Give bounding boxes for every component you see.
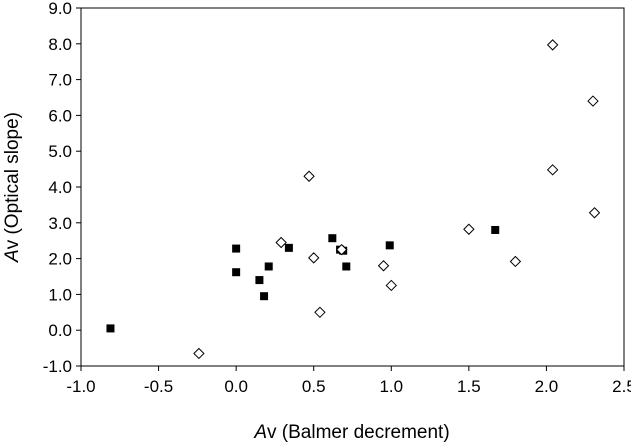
data-point-filled-square [106, 324, 115, 333]
data-point-open-diamond [587, 95, 599, 107]
x-tick-label: 0.0 [224, 377, 248, 396]
y-tick-label: 4.0 [48, 178, 72, 197]
y-tick-label: 9.0 [48, 0, 72, 18]
data-point-open-diamond [193, 347, 205, 360]
data-point-open-diamond [588, 207, 601, 219]
data-point-open-diamond [308, 252, 320, 264]
data-point-filled-square [264, 262, 273, 271]
y-tick-label: 0.0 [48, 321, 72, 340]
data-point-open-diamond [303, 170, 315, 182]
x-tick-label: 2.0 [535, 377, 559, 396]
data-point-filled-square [255, 276, 264, 285]
plot-area [80, 7, 625, 367]
y-tick-label: 5.0 [48, 142, 72, 161]
y-tick-label: 3.0 [48, 214, 72, 233]
data-points [106, 39, 601, 360]
data-point-filled-square [385, 241, 394, 250]
x-axis-label: Av (Balmer decrement) [253, 422, 449, 443]
data-point-filled-square [260, 292, 269, 301]
data-point-open-diamond [377, 260, 390, 272]
y-axis-label: Av (Optical slope) [2, 112, 23, 263]
data-point-open-diamond [385, 279, 397, 292]
y-axis-ticks: -1.0 0.0 1.0 2.0 3.0 4.0 5.0 6.0 7.0 8.0 9.0 [43, 0, 81, 376]
data-point-open-diamond [546, 39, 559, 51]
y-tick-label: 7.0 [48, 71, 72, 90]
x-tick-label: 1.0 [379, 377, 403, 396]
data-point-filled-square [491, 225, 500, 234]
data-point-open-diamond [463, 223, 475, 235]
data-point-open-diamond [275, 236, 287, 249]
x-axis-label-italic: A [253, 422, 267, 443]
data-point-filled-square [232, 244, 241, 253]
x-tick-label: 0.5 [302, 377, 326, 396]
x-tick-label: 2.5 [612, 377, 631, 396]
y-tick-label: 2.0 [48, 250, 72, 269]
data-point-open-diamond [335, 243, 348, 256]
data-point-open-diamond [314, 306, 326, 319]
x-tick-label: -1.0 [66, 377, 95, 396]
y-tick-label: 6.0 [48, 106, 72, 125]
x-tick-label: 1.5 [457, 377, 481, 396]
y-tick-label: 1.0 [48, 285, 72, 304]
data-point-filled-square [328, 234, 337, 243]
data-point-filled-square [284, 243, 293, 252]
y-axis-label-text: v (Optical slope) [2, 112, 23, 249]
x-axis-ticks: -1.0 -0.5 0.0 0.5 1.0 1.5 2.0 2.5 [66, 366, 631, 396]
y-tick-label: 8.0 [48, 35, 72, 54]
x-axis-label-text: v (Balmer decrement) [267, 422, 450, 443]
data-point-open-diamond [546, 164, 559, 176]
data-point-open-diamond [509, 255, 522, 268]
x-tick-label: -0.5 [144, 377, 173, 396]
data-point-filled-square [342, 262, 351, 271]
y-axis-label-italic: A [2, 249, 23, 263]
y-tick-label: -1.0 [43, 357, 72, 376]
data-point-filled-square [232, 268, 241, 277]
